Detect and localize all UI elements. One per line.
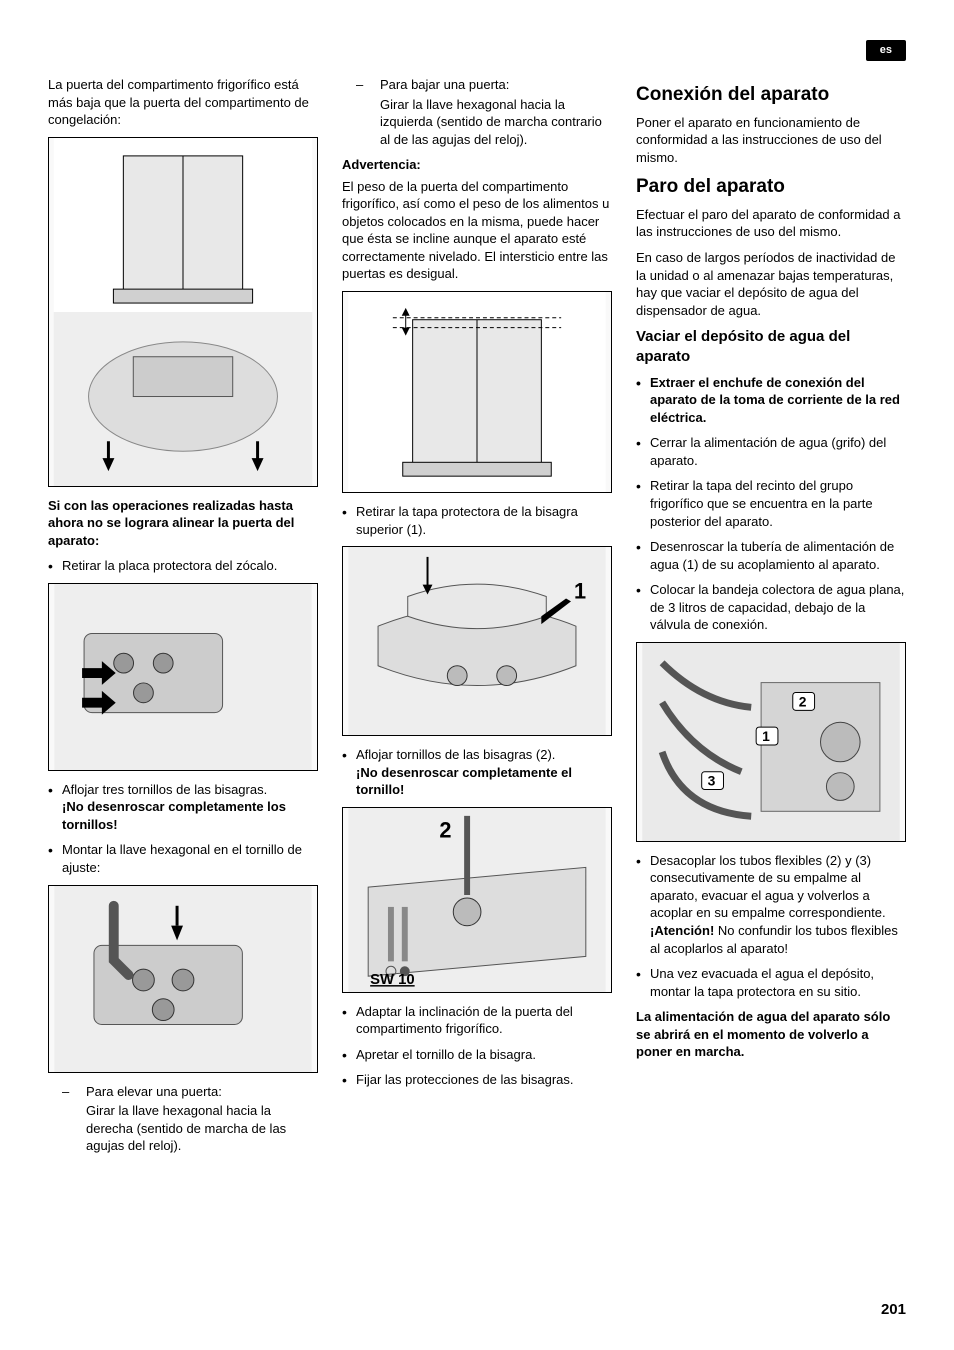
svg-text:3: 3 <box>708 772 716 788</box>
bullet-unplug: Extraer el enchufe de conexión del apara… <box>636 374 906 427</box>
figure-water-valve: 2 1 3 <box>636 642 906 842</box>
heading-paro: Paro del aparato <box>636 174 906 200</box>
intro-text: La puerta del compartimento frigorífico … <box>48 76 318 129</box>
warning-label: Advertencia: <box>342 156 612 174</box>
figure-door-gap <box>342 291 612 493</box>
language-tab: es <box>866 40 906 61</box>
figure-hinge-screws <box>48 583 318 771</box>
dash-lower-door: Para bajar una puerta: Girar la llave he… <box>356 76 612 148</box>
bullet-place-tray: Colocar la bandeja colectora de agua pla… <box>636 581 906 634</box>
column-3: Conexión del aparato Poner el aparato en… <box>636 76 906 1163</box>
figure-hexkey-adjust <box>48 885 318 1073</box>
bullet-fix-covers: Fijar las protecciones de las bisagras. <box>342 1071 612 1089</box>
condition-heading: Si con las operaciones realizadas hasta … <box>48 497 318 550</box>
page-number: 201 <box>881 1300 906 1320</box>
figure-top-hinge-cover: 1 <box>342 546 612 736</box>
heading-conexion: Conexión del aparato <box>636 82 906 108</box>
column-2: Para bajar una puerta: Girar la llave he… <box>342 76 612 1163</box>
svg-text:2: 2 <box>439 817 451 842</box>
dash-raise-door: Para elevar una puerta: Girar la llave h… <box>62 1083 318 1155</box>
bullet-loosen-three: Aflojar tres tornillos de las bisagras. … <box>48 781 318 834</box>
column-1: La puerta del compartimento frigorífico … <box>48 76 318 1163</box>
sw-label: SW 10 <box>370 972 415 988</box>
bullet-close-water: Cerrar la alimentación de agua (grifo) d… <box>636 434 906 469</box>
warning-text: El peso de la puerta del compartimento f… <box>342 178 612 283</box>
text-paro2: En caso de largos períodos de inactivida… <box>636 249 906 319</box>
svg-text:1: 1 <box>762 728 770 744</box>
bullet-mount-hexkey: Montar la llave hexagonal en el tornillo… <box>48 841 318 876</box>
bullet-remove-plate: Retirar la placa protectora del zócalo. <box>48 557 318 575</box>
heading-vaciar: Vaciar el depósito de agua del aparato <box>636 327 906 368</box>
bullet-refit-cover: Una vez evacuada el agua el depósito, mo… <box>636 965 906 1000</box>
bullet-remove-hinge-cover: Retirar la tapa protectora de la bisagra… <box>342 503 612 538</box>
bullet-remove-rear-cover: Retirar la tapa del recinto del grupo fr… <box>636 477 906 530</box>
bullet-adapt-tilt: Adaptar la inclinación de la puerta del … <box>342 1003 612 1038</box>
bullet-loosen-hinge-two: Aflojar tornillos de las bisagras (2). ¡… <box>342 746 612 799</box>
bullet-unscrew-pipe: Desenroscar la tubería de alimentación d… <box>636 538 906 573</box>
bullet-decouple-tubes: Desacoplar los tubos flexibles (2) y (3)… <box>636 852 906 957</box>
closing-note: La alimentación de agua del aparato sólo… <box>636 1008 906 1061</box>
figure-fridge-doors-baseplate <box>48 137 318 487</box>
bullet-tighten-screw: Apretar el tornillo de la bisagra. <box>342 1046 612 1064</box>
svg-text:1: 1 <box>574 579 586 604</box>
svg-text:2: 2 <box>799 693 807 709</box>
text-conexion: Poner el aparato en funcionamiento de co… <box>636 114 906 167</box>
three-column-layout: La puerta del compartimento frigorífico … <box>48 76 906 1163</box>
figure-hinge-sw10: 2 SW 10 <box>342 807 612 993</box>
text-paro1: Efectuar el paro del aparato de conformi… <box>636 206 906 241</box>
